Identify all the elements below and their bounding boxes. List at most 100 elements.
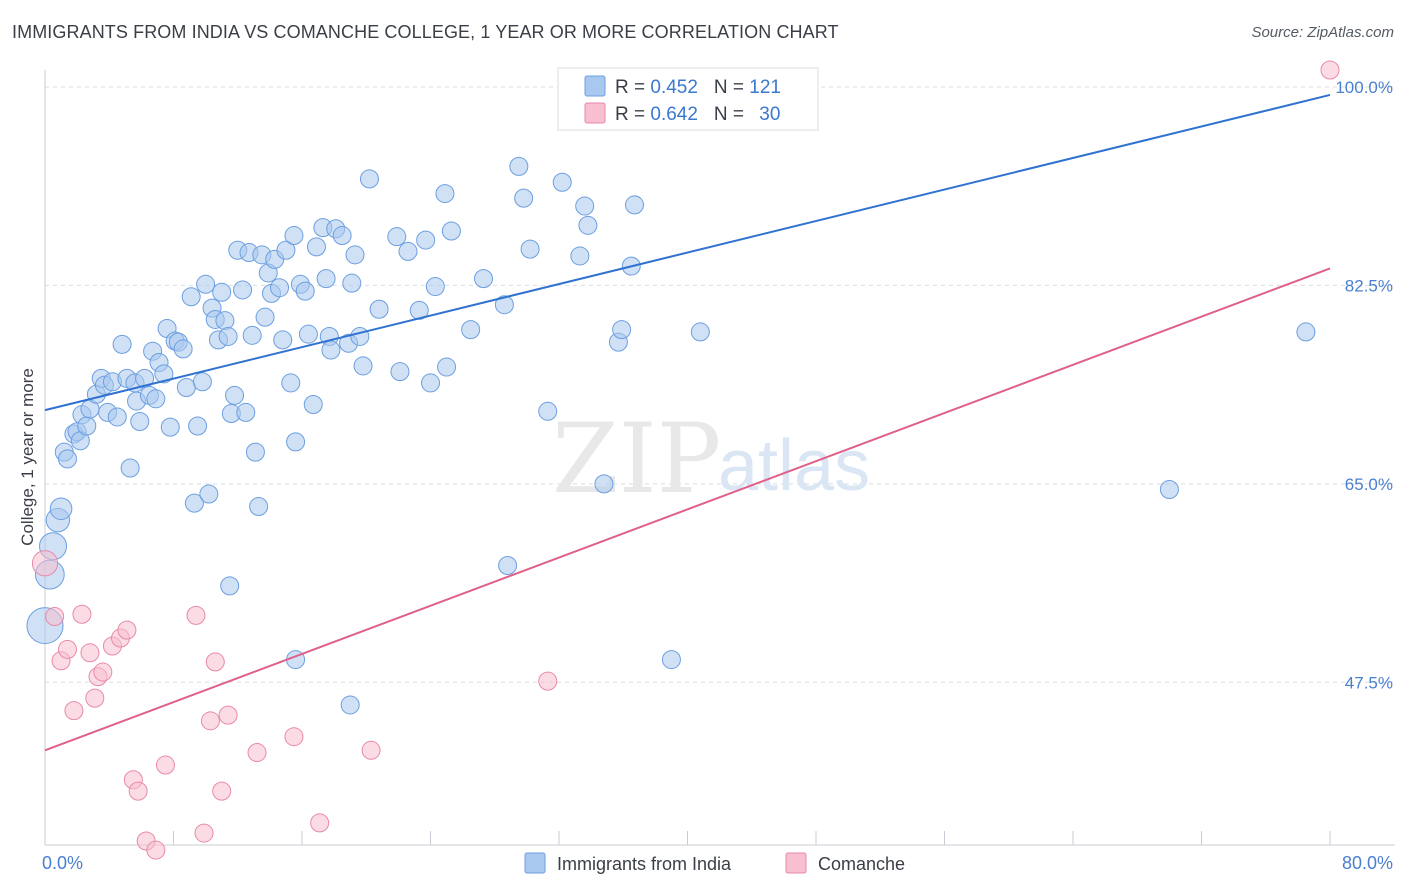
comanche-point xyxy=(200,711,220,731)
india-point xyxy=(498,555,518,575)
legend-r-label: R = xyxy=(615,104,650,125)
india-point xyxy=(77,416,97,436)
india-point xyxy=(218,326,238,346)
india-trend-line xyxy=(44,93,1331,412)
y-tick-labels: 47.5% 65.0% 82.5% 100.0% xyxy=(1335,78,1393,692)
india-point xyxy=(188,416,208,436)
india-point xyxy=(321,340,341,360)
india-point xyxy=(435,184,455,204)
india-point xyxy=(233,280,253,300)
legend-row-comanche: R = 0.642 N = 30 xyxy=(615,104,780,125)
comanche-trend-line xyxy=(44,267,1331,752)
india-point xyxy=(359,169,379,189)
comanche-point xyxy=(247,743,267,763)
bottom-legend-label-comanche: Comanche xyxy=(818,854,905,874)
comanche-point xyxy=(80,643,100,663)
comanche-point xyxy=(310,813,330,833)
comanche-point xyxy=(284,727,304,747)
comanche-point xyxy=(64,701,84,721)
legend-r-label: R = xyxy=(615,77,650,98)
bottom-legend-label-india: Immigrants from India xyxy=(557,854,732,874)
legend: R = 0.452 N = 121 R = 0.642 N = 30 xyxy=(557,67,819,131)
india-point xyxy=(316,269,336,289)
y-axis-label: College, 1 year or more xyxy=(18,368,37,546)
comanche-point xyxy=(93,662,113,682)
india-point xyxy=(146,389,166,409)
comanche-point xyxy=(1320,60,1340,80)
india-point xyxy=(474,269,494,289)
india-point xyxy=(215,311,235,331)
legend-n-value: 121 xyxy=(749,77,781,98)
comanche-point xyxy=(72,604,92,624)
comanche-point xyxy=(194,823,214,843)
comanche-point xyxy=(212,781,232,801)
bottom-legend-swatch-comanche xyxy=(785,852,807,874)
legend-r-value: 0.452 xyxy=(650,77,698,98)
india-point xyxy=(425,277,445,297)
india-point xyxy=(624,195,644,215)
india-point xyxy=(509,156,529,176)
india-point xyxy=(306,237,326,257)
comanche-point xyxy=(31,550,59,577)
comanche-point xyxy=(146,840,166,860)
legend-row-india: R = 0.452 N = 121 xyxy=(615,77,781,98)
watermark-atlas: atlas xyxy=(718,426,870,506)
india-point xyxy=(387,227,407,247)
grid-lines xyxy=(45,86,1395,683)
comanche-point xyxy=(45,607,65,627)
legend-n-label: N = xyxy=(714,104,749,125)
india-point xyxy=(255,307,275,327)
india-point xyxy=(196,274,216,294)
india-point xyxy=(461,320,481,340)
watermark-zip: ZIP xyxy=(552,403,721,515)
watermark: ZIP atlas xyxy=(552,403,870,515)
india-point xyxy=(416,230,436,250)
x-tick-label: 0.0% xyxy=(42,853,83,873)
india-point xyxy=(245,442,265,462)
india-point xyxy=(57,449,77,469)
india-point xyxy=(661,650,681,670)
comanche-point xyxy=(117,620,137,640)
india-point xyxy=(184,493,204,513)
india-point xyxy=(690,322,710,342)
data-points xyxy=(26,60,1340,860)
india-point xyxy=(273,330,293,350)
india-point xyxy=(120,458,140,478)
india-point xyxy=(154,364,174,384)
india-point xyxy=(578,215,598,235)
india-point xyxy=(107,407,127,427)
india-point xyxy=(342,273,362,293)
bottom-legend: Immigrants from India Comanche xyxy=(524,852,905,874)
india-point xyxy=(345,245,365,265)
india-point xyxy=(1159,480,1179,500)
india-point xyxy=(552,172,572,192)
legend-n-label: N = xyxy=(714,77,749,98)
india-point xyxy=(249,497,269,517)
comanche-point xyxy=(186,605,206,625)
legend-swatch-comanche xyxy=(584,102,606,124)
india-point xyxy=(298,324,318,344)
india-point xyxy=(520,239,540,259)
india-point xyxy=(575,196,595,216)
chart-title: IMMIGRANTS FROM INDIA VS COMANCHE COLLEG… xyxy=(12,22,839,42)
comanche-point xyxy=(85,688,105,708)
india-point xyxy=(437,357,457,377)
india-point xyxy=(270,278,290,298)
india-point xyxy=(612,320,632,340)
india-point xyxy=(242,325,262,345)
india-point xyxy=(1296,322,1316,342)
india-point xyxy=(160,417,180,437)
y-tick-label: 100.0% xyxy=(1335,78,1393,97)
x-tick-label: 80.0% xyxy=(1342,853,1393,873)
india-point xyxy=(49,497,73,521)
india-point xyxy=(332,226,352,246)
comanche-point xyxy=(218,705,238,725)
india-point xyxy=(538,401,558,421)
india-point xyxy=(594,474,614,494)
india-point xyxy=(494,295,514,315)
india-point xyxy=(421,373,440,393)
india-point xyxy=(220,576,240,596)
india-point xyxy=(199,484,219,504)
india-point xyxy=(181,287,201,307)
